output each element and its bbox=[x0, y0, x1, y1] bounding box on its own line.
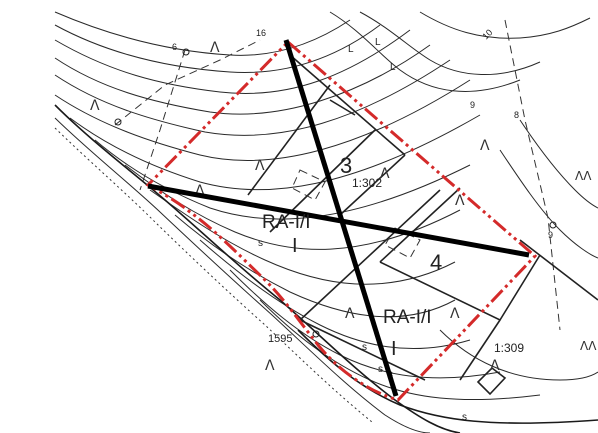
contour-number: 8 bbox=[514, 110, 519, 120]
parcel-number-3: 3 bbox=[340, 153, 352, 178]
mark-l-3: L bbox=[390, 62, 396, 73]
parcel-number-4: 4 bbox=[430, 250, 442, 275]
svg-text:Λ: Λ bbox=[380, 166, 390, 182]
cross-line-diagonal-2 bbox=[147, 183, 530, 258]
svg-text:Λ: Λ bbox=[265, 358, 275, 374]
svg-text:Λ: Λ bbox=[195, 183, 205, 199]
svg-text:Λ: Λ bbox=[345, 306, 355, 322]
mark-l-2: L bbox=[375, 37, 381, 48]
svg-text:Λ: Λ bbox=[255, 158, 265, 174]
svg-text:Λ: Λ bbox=[455, 193, 465, 209]
contour-number: 10 bbox=[480, 27, 494, 41]
mark-s-1: s bbox=[258, 238, 263, 249]
mark-s-4: s bbox=[462, 412, 467, 423]
site-boundary bbox=[145, 39, 538, 402]
svg-text:Λ: Λ bbox=[490, 358, 500, 374]
zone-label-lower: RA-I/I bbox=[383, 307, 432, 328]
zone-roman-upper: I bbox=[292, 235, 298, 257]
parcel-area-302: 1:302 bbox=[352, 176, 382, 190]
svg-text:Λ: Λ bbox=[210, 40, 220, 56]
cross-line-diagonal-1 bbox=[283, 39, 399, 397]
svg-text:ΛΛ: ΛΛ bbox=[575, 169, 592, 183]
contour-number: 6 bbox=[172, 42, 177, 52]
dashed-lines bbox=[114, 19, 561, 331]
parcel-lines bbox=[247, 54, 598, 396]
contour-number: 16 bbox=[256, 28, 266, 38]
road-number: 1595 bbox=[268, 333, 292, 345]
svg-text:Λ: Λ bbox=[480, 138, 490, 154]
terrain-symbols: Λ Λ Λ Λ Λ Λ Λ Λ Λ Λ ΛΛ ΛΛ Λ bbox=[90, 40, 597, 374]
mark-s-3: s bbox=[378, 364, 383, 375]
svg-text:Λ: Λ bbox=[450, 306, 460, 322]
mark-l-1: L bbox=[348, 44, 354, 55]
mark-s-2: s bbox=[362, 342, 367, 353]
contour-number: 9 bbox=[548, 230, 553, 240]
zone-label-upper: RA-I/I bbox=[262, 212, 311, 233]
parcel-area-309: 1:309 bbox=[494, 341, 524, 355]
svg-text:ΛΛ: ΛΛ bbox=[580, 339, 597, 353]
small-marks: L L L s s s s bbox=[258, 37, 467, 423]
shoreline bbox=[54, 104, 461, 433]
contour-number: 9 bbox=[470, 100, 475, 110]
zone-roman-lower: I bbox=[391, 338, 397, 360]
survey-points bbox=[114, 48, 557, 338]
svg-text:Λ: Λ bbox=[90, 98, 100, 114]
